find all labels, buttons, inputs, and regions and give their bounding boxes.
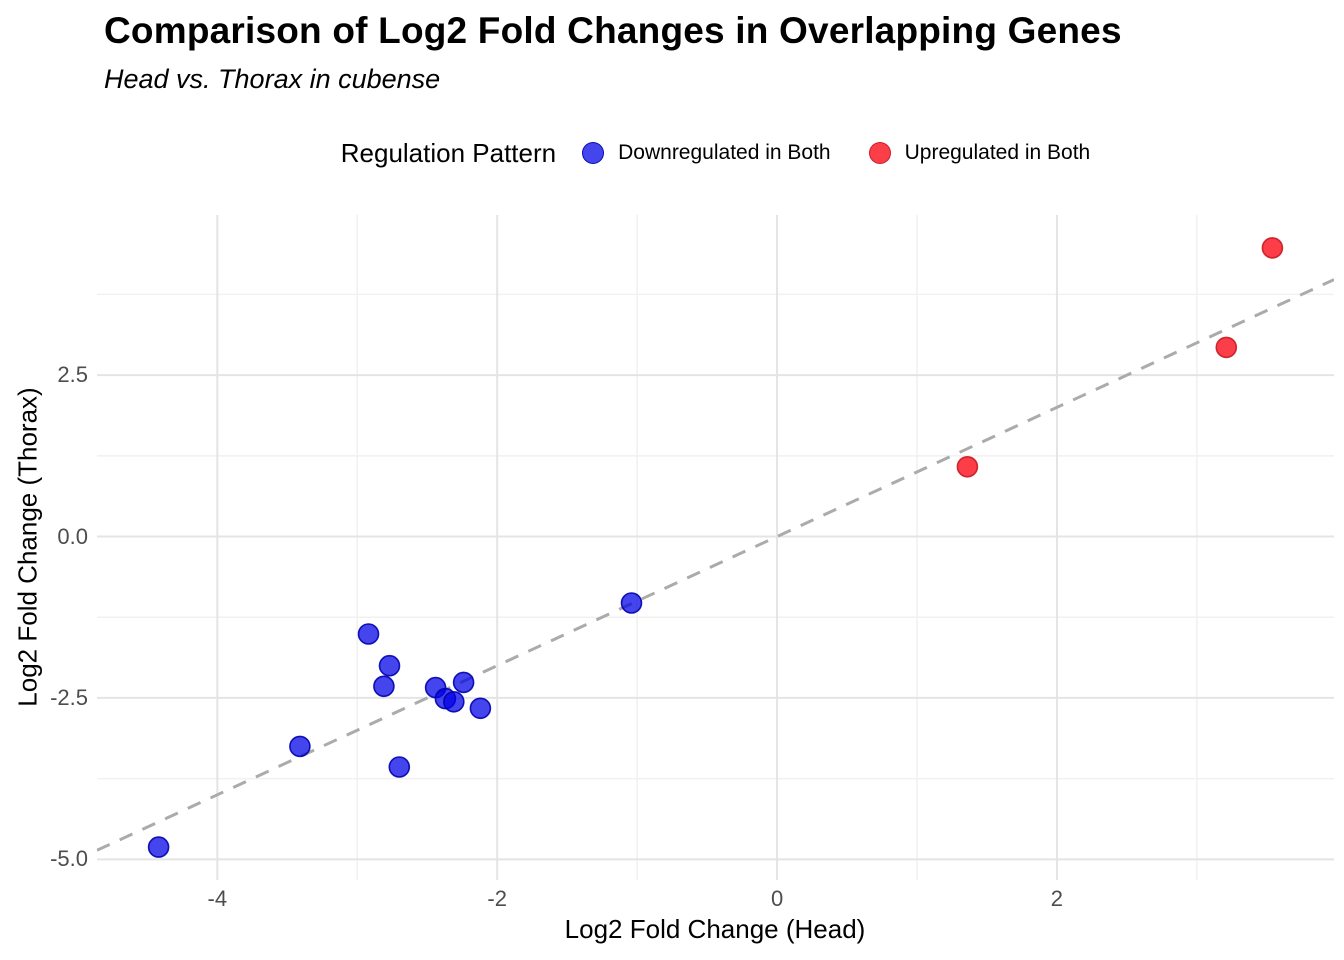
y-axis-title: Log2 Fold Change (Thorax) bbox=[12, 387, 43, 707]
data-point bbox=[378, 654, 401, 677]
data-point bbox=[1261, 237, 1284, 259]
y-tick-label: 2.5 bbox=[57, 362, 88, 388]
chart-subtitle: Head vs. Thorax in cubense bbox=[104, 64, 441, 94]
x-tick-label: -4 bbox=[207, 886, 228, 911]
data-point bbox=[289, 735, 311, 758]
y-tick-label: -5.0 bbox=[50, 846, 88, 872]
chart-title: Comparison of Log2 Fold Changes in Overl… bbox=[104, 10, 1122, 51]
x-tick-label: 2 bbox=[1050, 886, 1064, 911]
data-point bbox=[373, 675, 395, 698]
legend: Regulation Pattern Downregulated in Both… bbox=[97, 134, 1334, 172]
x-tick-label: -2 bbox=[487, 886, 507, 911]
legend-label: Downregulated in Both bbox=[618, 141, 831, 164]
legend-title: Regulation Pattern bbox=[340, 137, 557, 168]
legend-label: Upregulated in Both bbox=[904, 141, 1091, 164]
data-point bbox=[147, 836, 170, 858]
data-point bbox=[956, 456, 979, 478]
y-tick-label: 0.0 bbox=[57, 523, 88, 549]
data-point bbox=[620, 592, 643, 614]
red-dot-icon bbox=[868, 142, 891, 164]
x-tick-label: 0 bbox=[770, 886, 784, 911]
y-tick-label: -2.5 bbox=[50, 684, 88, 710]
plot-panel bbox=[97, 215, 1334, 880]
legend-item-downregulated: Downregulated in Both bbox=[582, 141, 831, 165]
data-point bbox=[388, 756, 411, 778]
legend-item-upregulated: Upregulated in Both bbox=[868, 141, 1091, 165]
x-axis-title: Log2 Fold Change (Head) bbox=[564, 914, 866, 944]
data-point bbox=[442, 690, 465, 713]
data-point bbox=[1215, 336, 1238, 359]
data-point bbox=[452, 671, 475, 694]
identity-reference-line bbox=[97, 278, 1334, 852]
blue-dot-icon bbox=[582, 142, 605, 164]
data-point bbox=[469, 697, 492, 720]
data-point bbox=[357, 623, 380, 645]
